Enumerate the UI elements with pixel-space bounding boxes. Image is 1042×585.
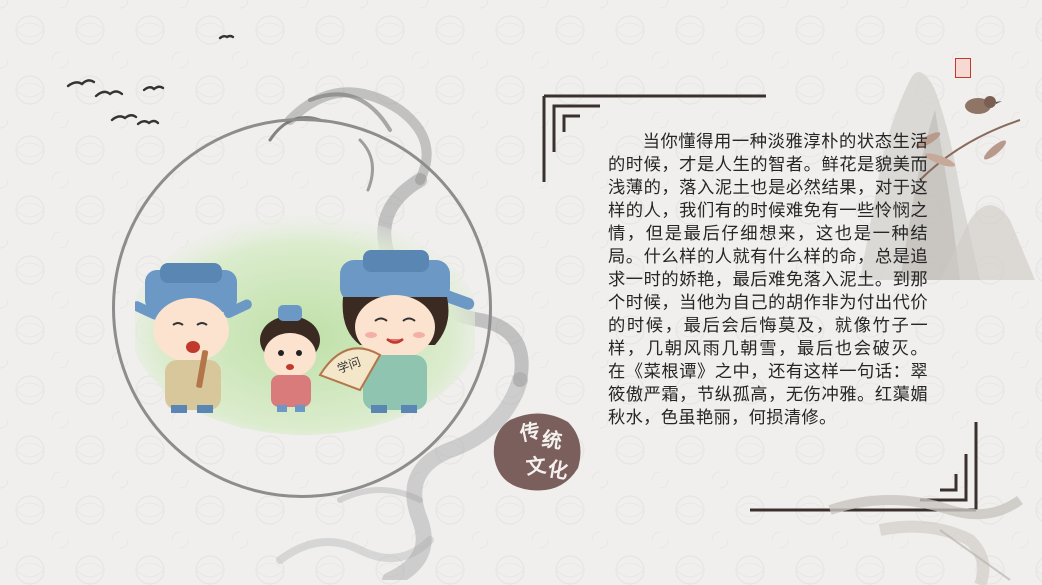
bird-on-branch-icon xyxy=(915,96,1021,181)
ink-blot-icon xyxy=(493,413,581,491)
crane-icon xyxy=(828,495,1023,585)
seal-char-2: 统 xyxy=(540,426,564,454)
corner-frame-top-left xyxy=(542,94,766,182)
left-scholar-figure xyxy=(135,263,252,413)
red-seal-icon xyxy=(955,58,971,78)
flying-birds-icon xyxy=(66,34,235,126)
right-scholar-figure: 学问 xyxy=(318,250,475,413)
ink-mountain-icon xyxy=(860,72,1035,280)
circle-frame xyxy=(112,118,492,498)
seal-char-1: 传 xyxy=(517,418,543,446)
body-paragraph: 当你懂得用一种淡雅淳朴的状态生活的时候，才是人生的智者。鲜花是貌美而浅薄的，落入… xyxy=(608,132,928,428)
child-figure xyxy=(260,305,320,412)
body-text-box: 当你懂得用一种淡雅淳朴的状态生活的时候，才是人生的智者。鲜花是貌美而浅薄的，落入… xyxy=(608,131,928,430)
seal-char-4: 化 xyxy=(546,456,570,484)
tradition-culture-seal: 传 统 文 化 xyxy=(490,410,584,494)
cartoon-scholars-illustration: 学问 xyxy=(135,215,475,435)
seal-char-3: 文 xyxy=(524,453,548,479)
